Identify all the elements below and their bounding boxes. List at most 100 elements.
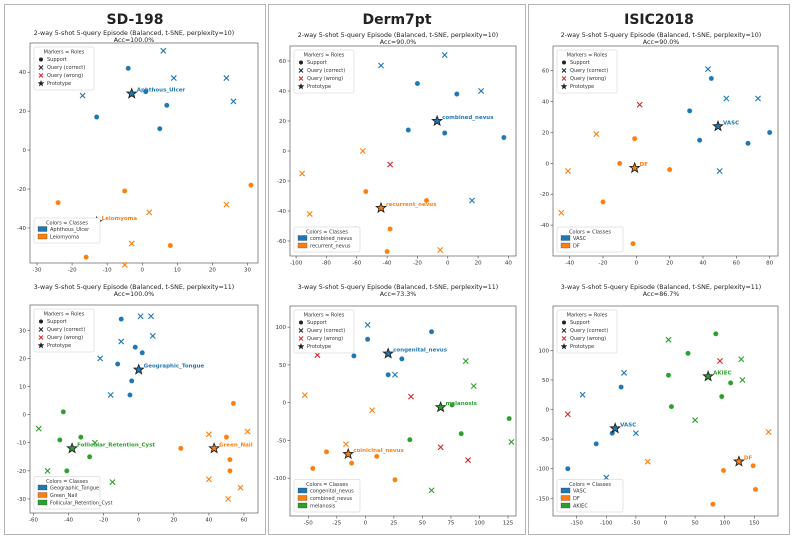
x-tick-label: -30 (33, 268, 42, 274)
x-tick-label: 0 (635, 261, 639, 267)
query-correct-point (230, 98, 237, 105)
support-point (157, 125, 163, 132)
support-point (60, 409, 67, 415)
y-tick-label: -150 (537, 496, 550, 502)
support-point (696, 137, 703, 143)
x-tick-label: 150 (749, 521, 760, 527)
support-point (227, 468, 233, 474)
query-correct-point (705, 66, 711, 73)
legend-classes: Colors = ClassesGeographic_TongueGreen_N… (33, 476, 113, 510)
legend-prototype-marker (560, 343, 568, 350)
x-tick-label: 0 (364, 521, 368, 527)
column-frame-sd198 (4, 4, 266, 535)
x-tick-label: 40 (205, 518, 212, 524)
legend-query-wrong-marker (298, 336, 304, 341)
query-correct-point (428, 487, 435, 494)
prototype-label: Geographic_Tongue (144, 364, 205, 370)
legend-role-label: Support (307, 320, 327, 326)
support-point (414, 80, 421, 87)
legend-class-swatch (297, 242, 308, 249)
x-tick-label: -50 (631, 521, 640, 527)
legend-role-label: Prototype (307, 84, 331, 90)
query-correct-point (225, 495, 232, 502)
x-tick-label: -10 (103, 268, 112, 274)
legend-class-label: recurrent_nevus (310, 244, 351, 250)
support-point (685, 350, 691, 357)
prototype-label: DF (640, 162, 649, 168)
query-correct-point (342, 441, 349, 448)
support-point (248, 182, 254, 188)
y-tick-label: 50 (279, 363, 286, 369)
y-tick-label: 60 (542, 69, 549, 75)
support-point (178, 445, 184, 452)
legend-query-wrong-marker (561, 336, 567, 341)
legend-role-label: Query (correct) (47, 327, 85, 333)
prototype-star (208, 442, 221, 454)
prototype-label: recurrent_nevus (386, 202, 437, 208)
chart-panel-sd198-2way: 2-way 5-shot 5-query Episode (Balanced, … (17, 30, 259, 274)
query-correct-point (392, 371, 398, 378)
support-point (118, 316, 124, 322)
query-correct-point (632, 430, 639, 437)
query-correct-point (97, 355, 104, 362)
panel-title: 2-way 5-shot 5-query Episode (Balanced, … (34, 30, 234, 37)
query-wrong-point (408, 393, 414, 400)
column-title-sd198: SD-198 (106, 12, 164, 28)
panel-accuracy: Acc=90.0% (643, 39, 679, 46)
query-correct-point (579, 391, 586, 398)
y-tick-label: -50 (277, 438, 286, 444)
support-point (501, 134, 507, 141)
support-point (57, 437, 63, 443)
legend-class-label: VASC (573, 489, 587, 495)
panel-accuracy: Acc=90.0% (380, 39, 416, 46)
query-correct-point (301, 392, 308, 399)
query-correct-point (205, 431, 212, 438)
support-point (128, 378, 135, 384)
x-tick-label: -50 (304, 521, 313, 527)
query-correct-point (128, 240, 135, 247)
support-point (230, 400, 237, 407)
legend-query-correct-marker (298, 328, 304, 333)
prototype-label: Follicular_Retention_Cyst (77, 442, 155, 448)
prototype-star (342, 447, 355, 460)
legend-markers-title: Markers = Roles (44, 50, 85, 56)
x-tick-label: 0 (446, 261, 450, 267)
support-point (668, 403, 675, 410)
x-tick-label: -40 (383, 261, 392, 267)
legend-class-label: combined_nevus (310, 236, 353, 242)
support-point (78, 434, 84, 440)
query-wrong-point (716, 358, 723, 365)
panel-title: 3-way 5-shot 5-query Episode (Balanced, … (34, 284, 234, 291)
prototype-label: VASC (723, 120, 739, 126)
query-wrong-point (636, 101, 643, 108)
prototype-label: melanosis (446, 401, 478, 407)
x-tick-label: 10 (174, 268, 181, 274)
query-wrong-point (465, 457, 472, 464)
query-correct-point (508, 438, 515, 445)
prototype-star (125, 87, 138, 99)
column-title-isic2018: ISIC2018 (624, 12, 694, 28)
legend-role-label: Prototype (570, 84, 594, 90)
x-tick-label: -60 (352, 261, 361, 267)
query-correct-point (223, 201, 230, 208)
query-correct-point (644, 458, 651, 465)
legend-query-wrong-marker (298, 76, 304, 81)
support-point (143, 88, 149, 95)
support-point (127, 392, 133, 398)
y-tick-label: -40 (540, 223, 549, 229)
legend-support-marker (562, 320, 566, 325)
x-tick-label: 100 (719, 521, 730, 527)
legend-prototype-marker (37, 80, 45, 87)
legend-markers-title: Markers = Roles (304, 313, 345, 319)
panel-accuracy: Acc=86.7% (643, 291, 679, 298)
legend-class-swatch (560, 487, 571, 494)
legend-role-label: Query (wrong) (570, 76, 606, 82)
support-point (600, 199, 606, 205)
